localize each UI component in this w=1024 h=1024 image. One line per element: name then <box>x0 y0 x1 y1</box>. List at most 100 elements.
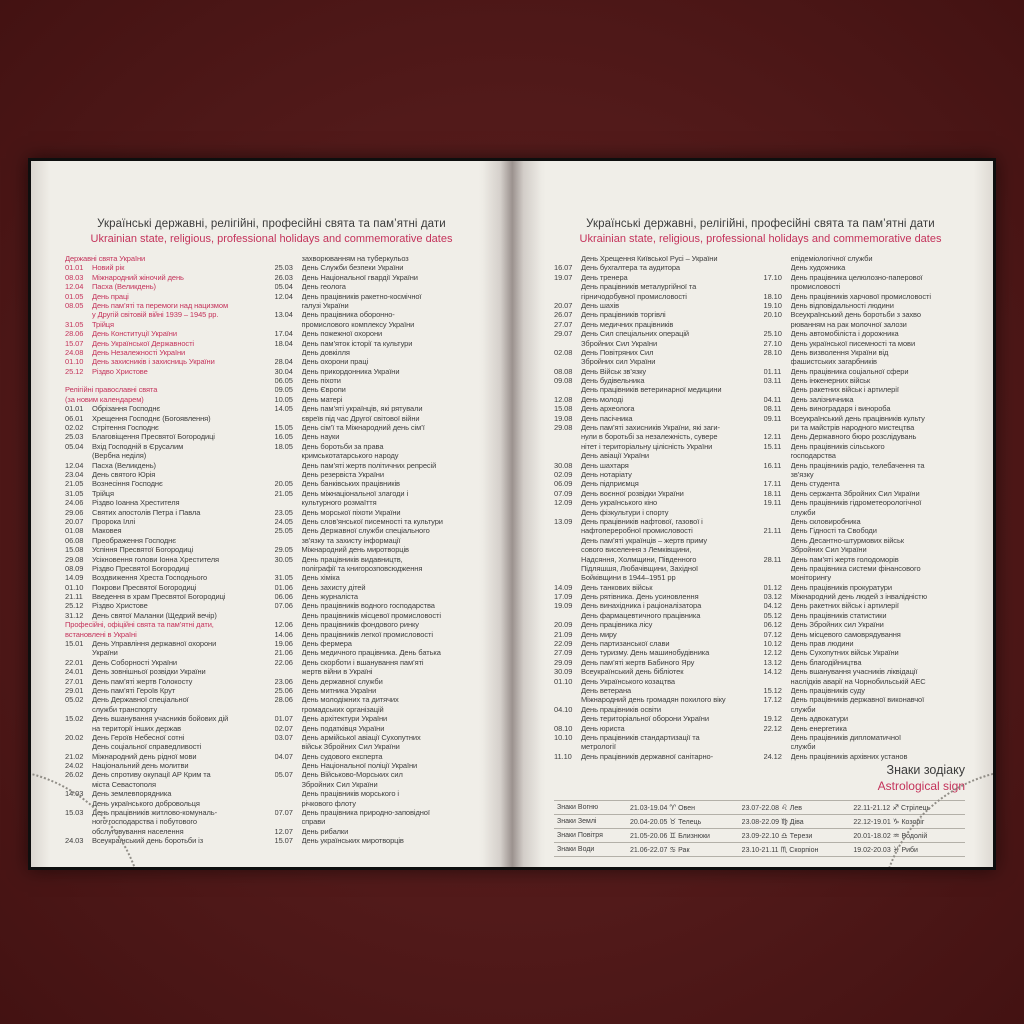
zodiac-date-range: 23.08-22.09 <box>741 818 780 826</box>
holiday-text: День працівника системи фінансового <box>790 563 921 573</box>
holiday-text: День археолога <box>581 404 635 414</box>
holiday-line: 17.04 День пожежної охорони <box>275 329 479 338</box>
holiday-line: 31.05 Трійця <box>65 320 269 329</box>
holiday-line: наслідків аварії на Чорнобильській АЕС <box>764 677 968 686</box>
zodiac-sign: 23.07-22.08 ♌ Лев <box>742 801 854 815</box>
holiday-line: 10.10 День працівників стандартизації та <box>554 733 758 742</box>
holiday-text: захворюванням на туберкульоз <box>301 254 409 263</box>
zodiac-date-range: 21.06-22.07 <box>630 846 668 854</box>
holiday-date: 01.10 <box>554 676 573 686</box>
holiday-date: 09.11 <box>763 413 782 423</box>
zodiac-symbol-icon: ♒ <box>892 830 900 840</box>
holiday-text: День працівників морського і <box>301 789 400 799</box>
holiday-text: День фермера <box>301 639 352 649</box>
section-heading: встановлені в Україні <box>65 629 137 639</box>
holiday-date: 30.04 <box>274 366 293 376</box>
holiday-line: 01.12 День працівників прокуратури <box>764 583 968 592</box>
holiday-line: промислового комплексу України <box>275 320 479 329</box>
holiday-line: 29.07 День Сил спеціальних операцій <box>554 329 758 338</box>
holiday-text: День відповідальності людини <box>790 300 894 310</box>
holiday-text: на території інших держав <box>92 723 182 733</box>
holiday-date: 24.08 <box>65 347 84 357</box>
holiday-text: День Державного бюро розслідувань <box>790 432 917 442</box>
holiday-line: 14.12 День вшанування учасників ліквідаці… <box>764 667 968 676</box>
holiday-text: служби <box>790 704 816 714</box>
holiday-line: 16.07 День бухгалтера та аудитора <box>554 263 758 272</box>
holiday-text: обслуговування населення <box>92 826 184 836</box>
holiday-date: 15.11 <box>763 441 782 451</box>
holiday-text: Воздвиження Хреста Господнього <box>92 573 208 583</box>
holiday-text: День пам’яток історії та культури <box>301 338 413 348</box>
holiday-date: 13.09 <box>554 516 573 526</box>
holiday-text: День пам’яті Героїв Крут <box>92 685 176 695</box>
holiday-date: 27.10 <box>763 338 782 348</box>
holiday-text: День фізкультури і спорту <box>581 507 669 517</box>
holiday-date: 01.11 <box>763 366 782 376</box>
holiday-text: День пам’яті жертв Голокосту <box>92 676 193 686</box>
zodiac-sign: 22.11-21.12 ♐ Стрілець <box>853 801 965 815</box>
holiday-date: 12.11 <box>763 432 782 442</box>
holiday-date: 09.05 <box>274 385 293 395</box>
holiday-text: День енергетика <box>790 723 847 733</box>
holiday-line: 22.09 День партизанської слави <box>554 639 758 648</box>
holiday-line: День ракетних військ і артилерії <box>764 385 968 394</box>
holiday-text: День працівників сільського <box>790 441 885 451</box>
holiday-date: 28.06 <box>274 695 293 705</box>
holiday-date <box>554 339 581 348</box>
holiday-line: 24.05 День слов’янської писемності та кул… <box>275 517 479 526</box>
holiday-date <box>764 470 791 479</box>
holiday-text: День працівників державної санітарно- <box>581 751 713 761</box>
holiday-line: 12.12 День Сухопутних військ України <box>764 648 968 657</box>
holiday-line: 07.07 День працівника природно-заповідної <box>275 808 479 817</box>
holiday-text: День Національної гвардії України <box>301 272 418 282</box>
holiday-date: 08.03 <box>65 272 84 282</box>
holiday-text: День праці <box>92 291 129 301</box>
holiday-line: 14.06 День працівників легкої промисловос… <box>275 630 479 639</box>
holiday-text: День танкових військ <box>581 582 653 592</box>
holiday-line: 28.10 День визволення України від <box>764 348 968 357</box>
zodiac-sign: 21.06-22.07 ♋ Рак <box>630 843 742 857</box>
holiday-text: Різдво Пресвятої Богородиці <box>92 563 190 573</box>
holiday-text: День працівників архівних установ <box>790 751 908 761</box>
holiday-date: 14.06 <box>274 629 293 639</box>
holiday-line: кримськотатарського народу <box>275 451 479 460</box>
holiday-date <box>554 564 581 573</box>
holiday-line: культурного розмаїття <box>275 498 479 507</box>
holiday-column-1: Державні свята України 01.01 Новий рік 08.0… <box>65 254 269 846</box>
holiday-line: 14.09 Воздвиження Хреста Господнього <box>65 573 269 582</box>
holiday-date: 19.07 <box>554 272 573 282</box>
holiday-text: євреїв під час Другої світової війни <box>301 413 420 423</box>
holiday-date: 25.12 <box>65 366 84 376</box>
holiday-text: День фармацевтичного працівника <box>581 610 701 620</box>
holiday-line: 13.09 День працівників нафтової, газової … <box>554 517 758 526</box>
holiday-date: 26.02 <box>65 770 84 780</box>
holiday-text: України <box>92 648 118 658</box>
holiday-line: День довкілля <box>275 348 479 357</box>
holiday-text: нітет і територіальну цілісність України <box>581 441 713 451</box>
holiday-text: Різдво Христове <box>92 601 148 611</box>
holiday-line: 15.12 День працівників суду <box>764 686 968 695</box>
holiday-line: 25.03 Благовіщення Пресвятої Богородиці <box>65 432 269 441</box>
zodiac-group-label: Знаки Повітря <box>557 832 603 840</box>
zodiac-group-label: Знаки Вогню <box>557 804 599 812</box>
page-title-english: Ukrainian state, religious, professional… <box>90 233 453 245</box>
holiday-text: Введення в храм Пресвятої Богородиці <box>92 592 226 602</box>
holiday-text: День Конституції України <box>92 329 177 339</box>
holiday-text: служби <box>790 742 816 752</box>
holiday-line: 21.05 День міжнаціональної злагоди і <box>275 489 479 498</box>
holiday-text: День української писемності та мови <box>790 338 916 348</box>
holiday-line: 02.09 День нотаріату <box>554 470 758 479</box>
holiday-date: 06.09 <box>554 479 573 489</box>
holiday-date: 10.12 <box>763 639 782 649</box>
zodiac-symbol-icon: ♈ <box>669 802 677 812</box>
zodiac-row: Знаки Вогню 21.03-19.04 ♈ Овен 23.07-22.08 ♌ Л… <box>554 800 965 814</box>
holiday-line: 12.06 День працівників фондового ринку <box>275 620 479 629</box>
holiday-text: День працівника лісу <box>581 620 653 630</box>
holiday-text: День соціальної справедливості <box>92 742 202 752</box>
holiday-date <box>764 282 791 291</box>
holiday-date: 31.05 <box>274 573 293 583</box>
holiday-date: 01.12 <box>763 582 782 592</box>
holiday-text: День визволення України від <box>790 347 889 357</box>
holiday-date: 12.12 <box>763 648 782 658</box>
holiday-date <box>65 742 92 751</box>
